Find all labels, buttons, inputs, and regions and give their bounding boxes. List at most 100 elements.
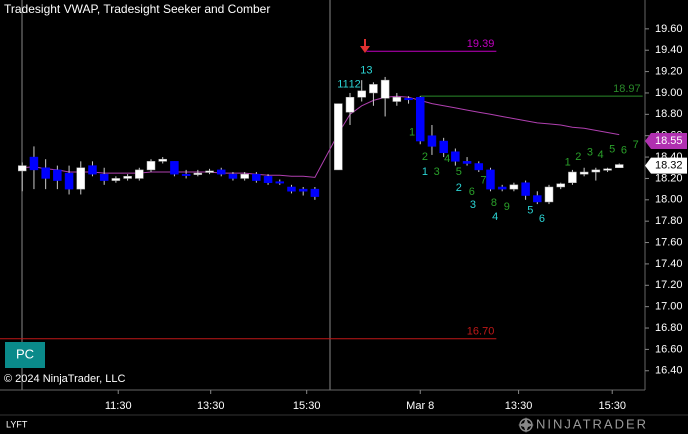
count-label: 12 bbox=[349, 78, 361, 90]
candle-body bbox=[556, 183, 565, 188]
candle-body bbox=[369, 84, 378, 94]
y-tick-label: 19.00 bbox=[655, 87, 683, 99]
x-tick-label: Mar 8 bbox=[406, 400, 434, 412]
count-label: 7 bbox=[633, 139, 639, 151]
count-label: 7 bbox=[480, 174, 486, 186]
y-tick-label: 17.20 bbox=[655, 279, 683, 291]
candle-body bbox=[41, 167, 50, 179]
candle-body bbox=[603, 168, 612, 171]
x-tick-label: 15:30 bbox=[598, 400, 626, 412]
count-label: 2 bbox=[456, 182, 462, 194]
count-label: 11 bbox=[337, 78, 348, 90]
count-label: 8 bbox=[491, 197, 497, 209]
candle-body bbox=[17, 165, 27, 172]
price-marker-label: 18.55 bbox=[655, 135, 683, 147]
count-label: 2 bbox=[575, 151, 581, 163]
candle-body bbox=[99, 173, 109, 181]
y-tick-label: 18.00 bbox=[655, 194, 683, 206]
candle-body bbox=[427, 135, 437, 147]
candle-body bbox=[205, 170, 214, 173]
chart-title: Tradesight VWAP, Tradesight Seeker and C… bbox=[4, 2, 270, 16]
candle-body bbox=[298, 188, 308, 192]
price-marker bbox=[645, 133, 687, 150]
candle-body bbox=[334, 103, 343, 171]
candle-body bbox=[181, 173, 191, 176]
y-tick-label: 18.80 bbox=[655, 108, 683, 120]
count-label: 1 bbox=[565, 156, 571, 168]
candle-body bbox=[29, 156, 39, 171]
candle-body bbox=[158, 158, 167, 162]
candle-body bbox=[521, 182, 530, 196]
y-tick-label: 16.60 bbox=[655, 343, 683, 355]
y-tick-label: 19.40 bbox=[655, 44, 683, 56]
count-label: 4 bbox=[492, 211, 498, 223]
y-tick-label: 16.40 bbox=[655, 365, 683, 377]
brand-logo: NINJATRADER bbox=[518, 416, 646, 433]
y-tick-label: 17.00 bbox=[655, 301, 683, 313]
candle-body bbox=[486, 169, 495, 190]
candle-body bbox=[310, 188, 320, 197]
count-label: 6 bbox=[539, 213, 545, 225]
candle-body bbox=[64, 172, 74, 190]
x-tick-label: 11:30 bbox=[105, 400, 132, 412]
candle-body bbox=[404, 98, 413, 101]
candle-body bbox=[345, 96, 355, 113]
candle-body bbox=[228, 173, 238, 179]
candle-body bbox=[497, 186, 507, 190]
candle-body bbox=[462, 161, 472, 164]
count-label: 1 bbox=[409, 126, 415, 138]
candle-body bbox=[216, 169, 226, 175]
count-label: 6 bbox=[469, 186, 475, 198]
count-label: 3 bbox=[470, 199, 476, 211]
candle-body bbox=[614, 164, 624, 169]
vwap-line bbox=[22, 95, 620, 178]
price-marker-label: 18.32 bbox=[655, 160, 683, 172]
count-label: 5 bbox=[609, 143, 615, 155]
candle-body bbox=[252, 173, 261, 181]
x-tick-label: 15:30 bbox=[293, 400, 321, 412]
candle-body bbox=[275, 181, 285, 184]
candle-body bbox=[193, 172, 203, 175]
candle-body bbox=[88, 165, 97, 175]
candle-body bbox=[392, 96, 402, 102]
candle-body bbox=[111, 178, 121, 181]
count-label: 2 bbox=[422, 151, 428, 163]
candle-body bbox=[544, 186, 554, 203]
candle-body bbox=[240, 173, 249, 179]
level-label: 19.39 bbox=[467, 38, 495, 50]
level-label: 18.97 bbox=[613, 83, 641, 95]
y-tick-label: 17.40 bbox=[655, 258, 683, 270]
candle-body bbox=[287, 186, 296, 192]
candle-body bbox=[263, 176, 273, 183]
candle-body bbox=[474, 163, 484, 171]
candle-body bbox=[533, 195, 542, 203]
y-tick-label: 19.60 bbox=[655, 23, 683, 35]
badge-label: PC bbox=[16, 346, 34, 361]
candle-body bbox=[568, 171, 577, 183]
candle-body bbox=[380, 79, 390, 99]
candle-body bbox=[579, 171, 589, 175]
count-label: 5 bbox=[527, 204, 533, 216]
y-tick-label: 19.20 bbox=[655, 65, 683, 77]
level-label: 16.70 bbox=[467, 326, 495, 338]
candle-body bbox=[451, 151, 460, 162]
copyright: © 2024 NinjaTrader, LLC bbox=[4, 373, 125, 385]
candle-body bbox=[357, 90, 366, 98]
candle-body bbox=[415, 96, 425, 142]
count-label: 13 bbox=[360, 64, 372, 76]
y-tick-label: 16.80 bbox=[655, 322, 683, 334]
count-label: 4 bbox=[444, 153, 450, 165]
x-tick-label: 13:30 bbox=[197, 400, 225, 412]
count-label: 3 bbox=[587, 147, 593, 159]
count-label: 5 bbox=[456, 166, 462, 178]
candle-body bbox=[170, 161, 179, 175]
candle-body bbox=[135, 169, 144, 179]
price-marker bbox=[645, 157, 687, 174]
x-tick-label: 13:30 bbox=[505, 400, 533, 412]
count-label: 1 bbox=[422, 166, 428, 178]
count-label: 6 bbox=[621, 145, 627, 157]
candle-body bbox=[509, 184, 519, 190]
candle-body bbox=[53, 169, 62, 181]
